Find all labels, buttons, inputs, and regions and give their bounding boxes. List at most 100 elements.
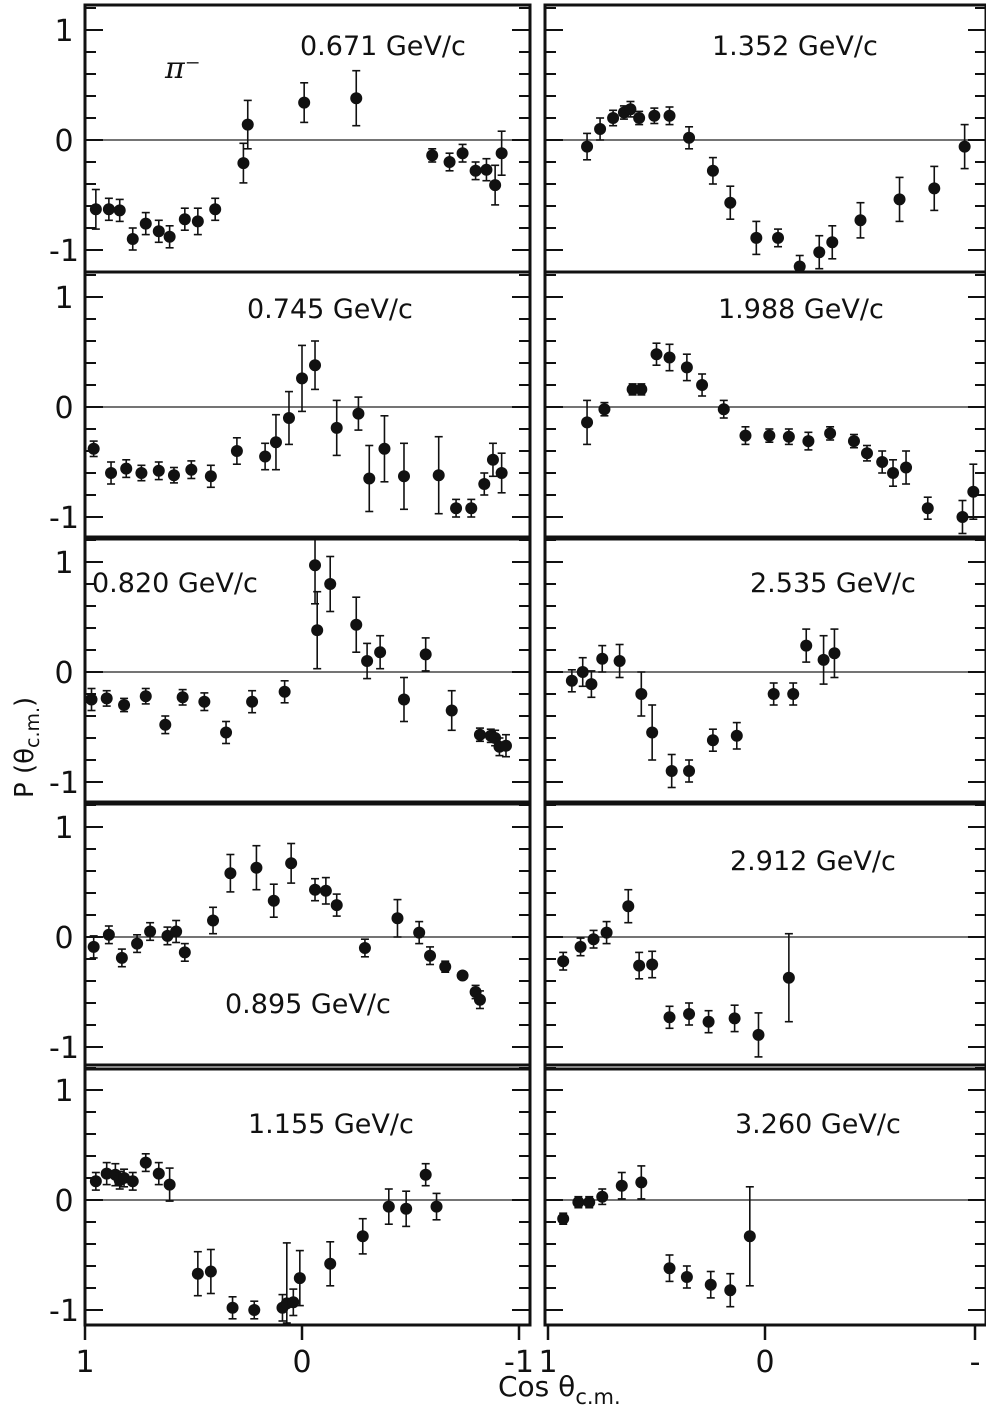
data-point: [626, 383, 639, 396]
data-point: [135, 467, 148, 479]
data-point: [131, 937, 144, 950]
data-point: [743, 1230, 756, 1243]
data-point: [478, 478, 491, 490]
data-point: [752, 1028, 765, 1041]
data-point: [178, 213, 191, 226]
data-point: [581, 416, 594, 429]
data-point: [633, 959, 646, 972]
data-point: [557, 1212, 570, 1225]
data-point: [293, 1272, 306, 1285]
data-point: [663, 351, 676, 364]
data-point: [443, 156, 456, 168]
data-point: [356, 1230, 369, 1243]
data-point: [102, 928, 115, 941]
data-point: [824, 427, 837, 440]
data-point: [646, 958, 659, 971]
data-point: [648, 109, 661, 122]
panel: 3.260 GeV/c: [543, 1063, 986, 1327]
x-tick-label: 0: [755, 1345, 774, 1380]
data-point: [267, 894, 280, 907]
data-point: [576, 666, 589, 678]
panel-frame: [83, 1063, 532, 1327]
data-point: [622, 900, 635, 913]
y-tick-label: 1: [54, 811, 73, 846]
data-point: [363, 472, 376, 485]
data-point: [958, 140, 971, 153]
x-tick-label: 1: [538, 1345, 557, 1380]
data-point: [956, 511, 969, 523]
data-point: [495, 467, 508, 479]
data-point: [207, 914, 220, 927]
data-point: [557, 955, 570, 968]
data-point: [456, 147, 469, 160]
data-point: [782, 971, 795, 984]
data-point: [565, 674, 578, 687]
panel: 1 0 -1 0.895 GeV/c: [49, 800, 532, 1071]
panel: 1 0 -1 0.671 GeV/c π⁻: [49, 3, 532, 274]
data-point: [424, 949, 437, 962]
panel-frame: [543, 800, 986, 1071]
data-point: [330, 421, 343, 434]
data-point: [309, 883, 322, 896]
panel: 1.988 GeV/c: [543, 270, 986, 541]
data-point: [296, 372, 308, 385]
data-point: [419, 1168, 432, 1181]
panel: 1 0 -1 0.745 GeV/c: [49, 270, 532, 541]
panel-frame: [543, 535, 986, 806]
data-point: [596, 1190, 609, 1203]
data-point: [126, 1175, 139, 1188]
y-tick-label: 0: [54, 656, 73, 691]
data-point: [650, 348, 663, 361]
data-point: [499, 739, 512, 752]
data-point: [269, 436, 282, 449]
data-point: [139, 1156, 152, 1169]
data-point: [120, 462, 133, 475]
data-point: [159, 718, 172, 731]
data-point: [126, 233, 139, 245]
data-point: [139, 690, 152, 703]
data-point: [311, 624, 324, 637]
panel: 1.352 GeV/c: [543, 3, 986, 274]
x-tick-label: 1: [75, 1345, 94, 1380]
data-point: [105, 467, 118, 479]
panel-label: 0.745 GeV/c: [247, 294, 413, 325]
panel-label: 1.155 GeV/c: [248, 1109, 414, 1140]
data-point: [763, 429, 776, 442]
data-point: [113, 204, 126, 217]
data-point: [259, 450, 272, 463]
data-point: [144, 925, 157, 938]
data-point: [767, 688, 780, 700]
data-point: [439, 960, 452, 973]
data-point: [486, 453, 499, 466]
data-point: [847, 435, 860, 448]
data-point: [724, 196, 737, 209]
data-point: [473, 728, 486, 741]
data-point: [426, 149, 439, 162]
data-point: [772, 231, 785, 244]
data-point: [717, 403, 730, 416]
data-point: [594, 123, 607, 135]
data-point: [115, 951, 128, 964]
panel-frame: [83, 535, 532, 806]
data-point: [226, 1301, 239, 1314]
data-point: [469, 164, 482, 177]
x-tick-label: -: [970, 1345, 981, 1380]
panel: 1 0 -1 0.820 GeV/c: [49, 535, 532, 806]
y-tick-label: -1: [49, 766, 79, 801]
data-point: [382, 1200, 395, 1213]
panel: 2.535 GeV/c: [543, 535, 986, 806]
data-point: [465, 502, 478, 515]
panel-frame: [543, 270, 986, 541]
data-point: [724, 1284, 737, 1297]
data-point: [397, 693, 410, 706]
panel-label: 3.260 GeV/c: [735, 1109, 901, 1140]
data-point: [739, 429, 752, 442]
data-point: [198, 695, 211, 708]
data-point: [967, 485, 980, 498]
data-point: [854, 214, 867, 227]
data-point: [100, 692, 113, 705]
data-point: [178, 946, 191, 959]
data-point: [350, 618, 363, 631]
data-point: [397, 470, 410, 483]
data-point: [330, 899, 343, 912]
